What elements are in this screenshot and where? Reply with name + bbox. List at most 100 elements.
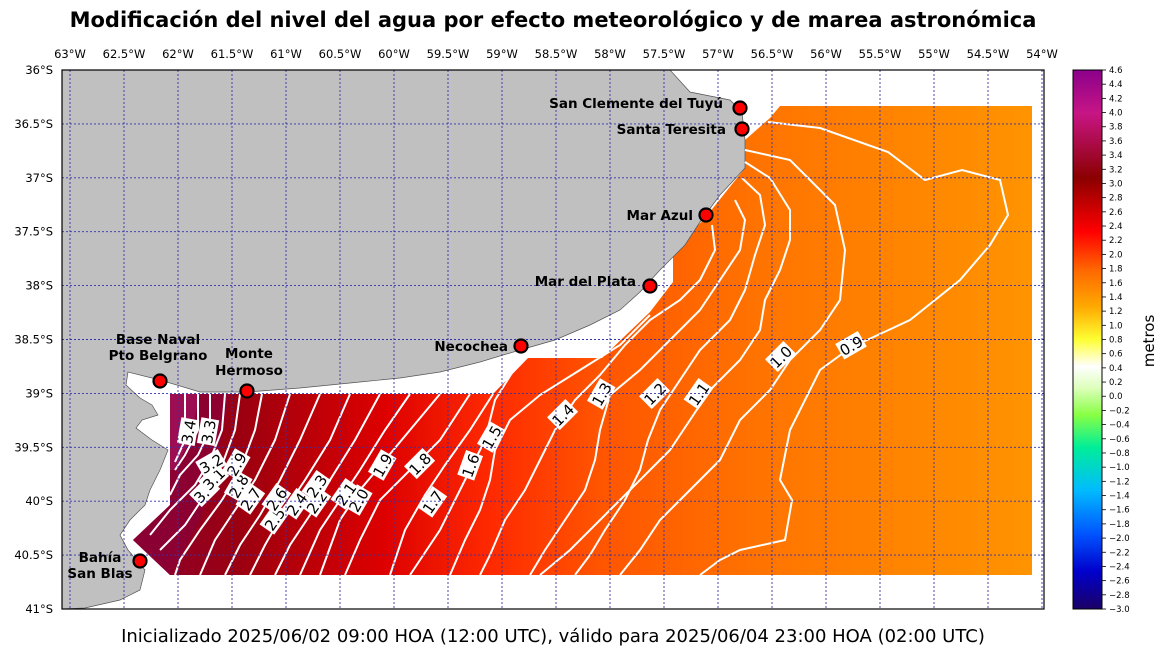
lon-tick-label: 61°W: [270, 47, 302, 61]
colorbar-tick-label: −2.6: [1109, 577, 1130, 587]
colorbar-tick-label: 2.6: [1109, 208, 1123, 218]
lon-tick-label: 57°W: [702, 47, 734, 61]
lat-tick-label: 39.5°S: [14, 440, 53, 454]
lat-tick-label: 38.5°S: [14, 333, 53, 347]
lon-tick-label: 62.5°W: [103, 47, 146, 61]
station-markers: San Clemente del Tuyú Santa Teresita Mar…: [67, 96, 750, 582]
station-san-clemente[interactable]: San Clemente del Tuyú: [549, 96, 748, 116]
colorbar-tick-label: 4.0: [1109, 109, 1123, 119]
lon-tick-label: 59.5°W: [427, 47, 470, 61]
contour-line: [619, 149, 847, 576]
colorbar-tick-label: 4.6: [1109, 66, 1123, 76]
colorbar-tick-label: −1.4: [1109, 492, 1130, 502]
colorbar-gradient: [1072, 69, 1103, 610]
colorbar-tick-label: −2.0: [1109, 534, 1130, 544]
contour-line: [574, 177, 767, 576]
contour-line: [344, 393, 471, 576]
colorbar-tick-label: 2.2: [1109, 236, 1123, 246]
contour-line: [319, 393, 441, 576]
contour-line: [699, 121, 1010, 576]
station-label: Hermoso: [215, 363, 283, 379]
contour-line: [169, 394, 211, 496]
lat-tick-label: 40.5°S: [14, 548, 53, 562]
lat-tick-label: 36.5°S: [14, 117, 53, 131]
lon-tick-label: 54.5°W: [967, 47, 1010, 61]
colorbar-tick-label: 1.8: [1109, 265, 1123, 275]
contour-label: 3.4: [176, 417, 200, 447]
colorbar-tick-label: 1.4: [1109, 293, 1123, 303]
station-base-naval[interactable]: Base Naval Pto Belgrano: [109, 332, 208, 389]
colorbar-tick-label: −0.4: [1109, 421, 1130, 431]
lon-tick-label: 58°W: [594, 47, 626, 61]
colorbar-tick-label: −1.2: [1109, 477, 1130, 487]
station-label: San Clemente del Tuyú: [549, 96, 723, 112]
colorbar-tick-label: 0.0: [1109, 392, 1123, 402]
colorbar-tick-label: −0.2: [1109, 406, 1130, 416]
contour-line: [539, 161, 791, 576]
colorbar-tick-label: −2.4: [1109, 562, 1130, 572]
colorbar-tick-label: −2.8: [1109, 591, 1130, 601]
lat-tick-label: 40°S: [25, 494, 53, 508]
lon-tick-label: 55°W: [918, 47, 950, 61]
colorbar-tick-label: 3.4: [1109, 151, 1123, 161]
colorbar-tick-label: 3.0: [1109, 179, 1123, 189]
lon-tick-label: 54°W: [1026, 47, 1058, 61]
station-necochea[interactable]: Necochea: [434, 338, 529, 355]
colorbar-tick-label: −1.6: [1109, 506, 1130, 516]
station-label: Necochea: [434, 339, 508, 355]
svg-text:3.4: 3.4: [178, 419, 200, 446]
lon-tick-label: 59°W: [486, 47, 518, 61]
station-bahia-san-blas[interactable]: Bahía San Blas: [67, 550, 148, 582]
lon-tick-label: 55.5°W: [859, 47, 902, 61]
lon-tick-label: 60.5°W: [319, 47, 362, 61]
colorbar-tick-label: 0.4: [1109, 364, 1123, 374]
contour-line: [174, 393, 263, 576]
colorbar-tick-label: −2.2: [1109, 548, 1130, 558]
colorbar-label: metros: [1140, 315, 1158, 368]
lat-tick-label: 36°S: [25, 63, 53, 77]
lon-tick-label: 61.5°W: [211, 47, 254, 61]
station-label: Mar del Plata: [535, 274, 636, 290]
colorbar-tick-label: 2.0: [1109, 250, 1123, 260]
lon-tick-label: 56.5°W: [751, 47, 794, 61]
water-level-field: [133, 106, 1032, 575]
plot-frame: [61, 69, 1045, 610]
lon-tick-label: 58.5°W: [535, 47, 578, 61]
colorbar-tick-label: −1.8: [1109, 520, 1130, 530]
station-mar-del-plata[interactable]: Mar del Plata: [535, 274, 658, 294]
svg-text:3.3: 3.3: [198, 419, 220, 446]
colorbar-tick-label: 4.2: [1109, 94, 1123, 104]
colorbar-tick-label: 2.8: [1109, 194, 1123, 204]
colorbar-tick-label: 0.8: [1109, 336, 1123, 346]
station-mar-azul[interactable]: Mar Azul: [627, 207, 714, 224]
colorbar: 4.6 4.4 4.2 4.0 3.8 3.6 3.4 3.2 3.0 2.8 2.6 2.4 2.2 2…: [1072, 66, 1158, 615]
lon-tick-label: 57.5°W: [643, 47, 686, 61]
graticule: [62, 70, 1044, 609]
lat-tick-label: 41°S: [25, 602, 53, 616]
station-label: Pto Belgrano: [109, 348, 208, 364]
station-label: San Blas: [67, 566, 132, 582]
colorbar-tick-label: 1.6: [1109, 279, 1123, 289]
colorbar-tick-label: −0.8: [1109, 449, 1130, 459]
lon-tick-label: 60°W: [378, 47, 410, 61]
contour-line: [389, 393, 494, 576]
contour-line: [479, 224, 717, 576]
lat-tick-label: 38°S: [25, 279, 53, 293]
lon-tick-label: 56°W: [810, 47, 842, 61]
lon-tick-label: 63°W: [54, 47, 86, 61]
station-monte-hermoso[interactable]: Monte Hermoso: [215, 346, 283, 399]
station-label: Santa Teresita: [617, 122, 726, 138]
station-label: Mar Azul: [627, 208, 693, 224]
lon-tick-label: 62°W: [162, 47, 194, 61]
colorbar-tick-label: 3.6: [1109, 137, 1123, 147]
station-santa-teresita[interactable]: Santa Teresita: [617, 121, 750, 138]
colorbar-tick-label: −1.0: [1109, 463, 1130, 473]
colorbar-tick-label: 3.2: [1109, 165, 1123, 175]
colorbar-ticks: 4.6 4.4 4.2 4.0 3.8 3.6 3.4 3.2 3.0 2.8 2.6 2.4 2.2 2…: [1102, 66, 1130, 615]
colorbar-tick-label: 0.6: [1109, 350, 1123, 360]
colorbar-tick-label: 1.0: [1109, 321, 1123, 331]
colorbar-tick-label: 2.4: [1109, 222, 1123, 232]
lat-tick-label: 37.5°S: [14, 225, 53, 239]
lat-tick-label: 39°S: [25, 386, 53, 400]
